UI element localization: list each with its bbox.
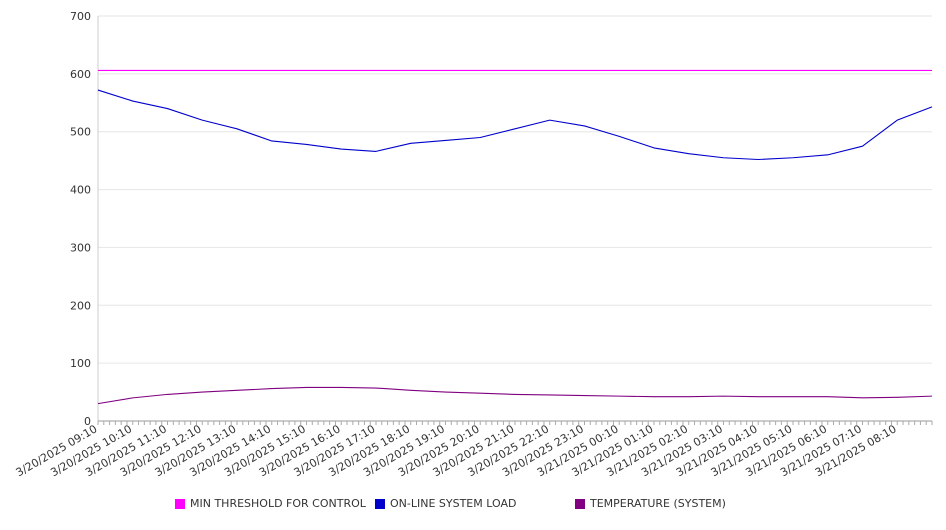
legend-label-temperature: TEMPERATURE (SYSTEM): [590, 497, 726, 510]
y-tick-label-0: 0: [84, 415, 91, 428]
legend-item-system-load[interactable]: ON-LINE SYSTEM LOAD: [375, 497, 516, 510]
legend-item-temperature[interactable]: TEMPERATURE (SYSTEM): [575, 497, 726, 510]
legend-swatch-temperature: [575, 498, 585, 509]
series-line-temperature-system: [97, 386, 933, 405]
axes: [97, 16, 933, 425]
y-tick-labels: 0 100 200 300 400 500 600 700: [70, 10, 91, 428]
y-tick-label-600: 600: [70, 68, 91, 81]
legend-item-min-threshold[interactable]: MIN THRESHOLD FOR CONTROL: [175, 497, 366, 510]
legend-label-min-threshold: MIN THRESHOLD FOR CONTROL: [190, 497, 366, 510]
series-line-on-line-system-load: [97, 89, 933, 161]
y-tick-label-200: 200: [70, 299, 91, 312]
x-tick-labels: 3/20/2025 09:103/20/2025 10:103/20/2025 …: [14, 422, 899, 479]
y-tick-label-300: 300: [70, 241, 91, 254]
y-tick-label-400: 400: [70, 184, 91, 197]
chart-legend: MIN THRESHOLD FOR CONTROL ON-LINE SYSTEM…: [0, 497, 946, 515]
grid-lines: [98, 15, 932, 364]
legend-label-system-load: ON-LINE SYSTEM LOAD: [390, 497, 517, 510]
legend-swatch-system-load: [375, 498, 385, 509]
legend-swatch-min-threshold: [175, 498, 185, 509]
y-tick-label-100: 100: [70, 357, 91, 370]
y-tick-label-500: 500: [70, 126, 91, 139]
series-lines: [97, 69, 933, 405]
y-tick-label-700: 700: [70, 10, 91, 23]
